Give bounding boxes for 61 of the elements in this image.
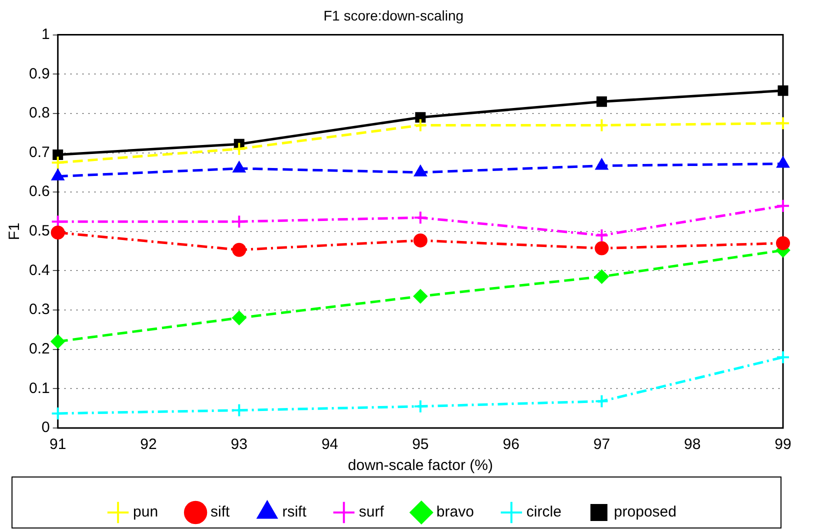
- y-tick-label: 0.1: [28, 380, 50, 397]
- point: [232, 142, 246, 156]
- point: [776, 350, 790, 364]
- legend-label: sift: [210, 504, 231, 521]
- x-tick-label: 97: [593, 436, 610, 454]
- point: [413, 210, 428, 225]
- y-tick-label: 0.6: [28, 183, 50, 200]
- legend-label: circle: [526, 504, 562, 521]
- point: [776, 236, 790, 250]
- point: [413, 118, 428, 132]
- y-tick-label: 1: [42, 26, 50, 43]
- x-tick-label: 94: [321, 436, 338, 454]
- point: [232, 242, 246, 257]
- legend-label: bravo: [436, 504, 474, 521]
- y-tick-label: 0.2: [28, 340, 50, 358]
- point: [414, 165, 427, 176]
- y-tick-label: 0: [42, 419, 50, 436]
- legend-label: surf: [358, 504, 385, 521]
- x-tick-label: 96: [502, 436, 520, 454]
- point: [596, 96, 607, 107]
- point: [413, 399, 428, 414]
- point: [776, 116, 790, 130]
- point: [232, 214, 246, 229]
- x-tick-label: 92: [140, 436, 157, 454]
- y-tick-label: 0.8: [28, 104, 50, 122]
- point: [594, 118, 609, 132]
- point: [415, 112, 426, 123]
- legend-label: pun: [133, 504, 158, 521]
- point: [594, 394, 609, 408]
- point: [596, 158, 608, 170]
- legend-label: rsift: [282, 504, 308, 521]
- y-tick-label: 0.7: [28, 144, 50, 161]
- point: [52, 169, 64, 180]
- y-tick-label: 0.3: [28, 301, 50, 318]
- point: [594, 270, 609, 284]
- x-tick-label: 93: [230, 436, 248, 454]
- y-tick-label: 0.4: [28, 262, 50, 279]
- legend-label: proposed: [614, 504, 676, 521]
- x-tick-label: 91: [50, 436, 66, 454]
- point: [232, 310, 246, 325]
- x-tick-label: 98: [684, 436, 701, 454]
- x-axis-title: down-scale factor (%): [348, 457, 493, 474]
- point: [232, 161, 246, 172]
- x-tick-label: 99: [774, 436, 792, 454]
- point: [50, 334, 65, 348]
- point: [232, 403, 246, 418]
- point: [413, 233, 428, 248]
- point: [50, 156, 65, 170]
- point: [776, 156, 790, 168]
- point: [776, 198, 790, 213]
- point: [52, 149, 64, 160]
- y-axis-title: F1: [6, 222, 24, 240]
- point: [50, 226, 65, 240]
- point: [413, 289, 428, 304]
- point: [594, 228, 609, 242]
- chart-title: F1 score:down-scaling: [323, 7, 464, 24]
- y-tick-label: 0.9: [28, 65, 50, 82]
- point: [778, 85, 788, 96]
- y-tick-label: 0.5: [28, 222, 50, 240]
- point: [594, 241, 609, 256]
- x-tick-label: 95: [412, 436, 429, 454]
